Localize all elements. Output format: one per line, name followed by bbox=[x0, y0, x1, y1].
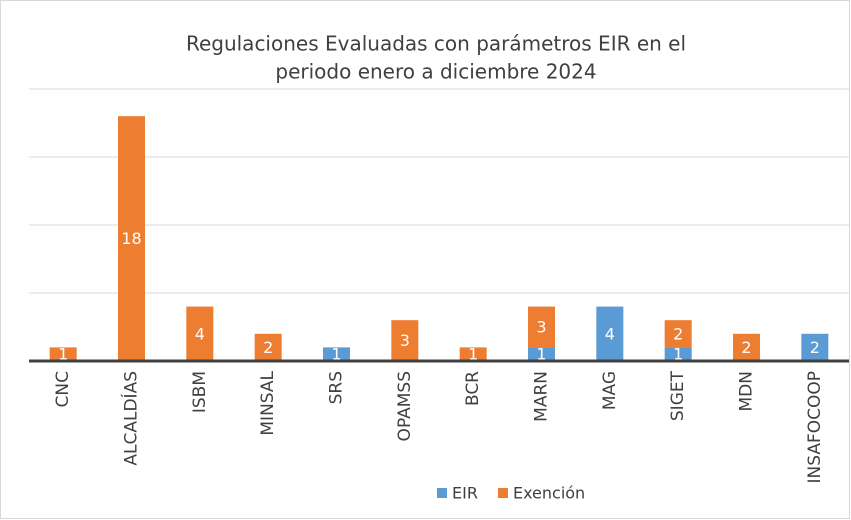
data-label: 2 bbox=[673, 324, 683, 343]
x-tick-label: INSAFOCOOP bbox=[805, 371, 825, 484]
data-label: 1 bbox=[536, 345, 546, 364]
x-tick-label: MINSAL bbox=[258, 370, 278, 435]
data-label: 2 bbox=[741, 338, 751, 357]
bar-segment bbox=[49, 347, 77, 361]
bar-segment bbox=[733, 333, 760, 361]
data-label: 2 bbox=[810, 338, 820, 357]
x-tick-label: MARN bbox=[532, 371, 552, 422]
x-tick-label: MDN bbox=[737, 371, 757, 411]
data-label: 2 bbox=[263, 338, 273, 357]
bar-segment bbox=[459, 347, 487, 361]
bar-segment bbox=[528, 306, 555, 348]
bar-segment bbox=[528, 347, 555, 361]
legend-swatch bbox=[497, 488, 508, 498]
legend-label: EIR bbox=[452, 484, 478, 503]
bar-segment bbox=[801, 333, 829, 361]
bar-segment bbox=[664, 347, 692, 361]
x-tick-label: SIGET bbox=[668, 370, 688, 421]
data-label: 1 bbox=[331, 345, 341, 364]
data-label: 4 bbox=[605, 324, 615, 343]
bar-segment bbox=[596, 306, 624, 361]
x-tick-label: BCR bbox=[463, 371, 483, 406]
chart-title: periodo enero a diciembre 2024 bbox=[275, 60, 596, 84]
bar-segment bbox=[323, 347, 350, 361]
x-tick-label: SRS bbox=[327, 371, 347, 404]
x-tick-label: MAG bbox=[600, 371, 620, 410]
bar-segment bbox=[186, 306, 214, 361]
x-tick-label: CNC bbox=[53, 371, 73, 407]
data-label: 3 bbox=[400, 331, 410, 350]
data-label: 1 bbox=[58, 345, 68, 364]
data-label: 4 bbox=[195, 324, 205, 343]
chart-title: Regulaciones Evaluadas con parámetros EI… bbox=[186, 32, 686, 56]
legend-label: Exención bbox=[513, 484, 585, 503]
x-tick-label: ISBM bbox=[190, 371, 210, 413]
bar-segment bbox=[118, 116, 145, 361]
bar-segment bbox=[664, 320, 692, 348]
x-tick-label: ALCALDÍAS bbox=[120, 371, 142, 466]
data-label: 1 bbox=[468, 345, 478, 364]
bar-segment bbox=[254, 333, 282, 361]
x-tick-label: OPAMSS bbox=[395, 371, 415, 441]
bar-segment bbox=[391, 320, 419, 361]
data-label: 1 bbox=[673, 345, 683, 364]
data-label: 3 bbox=[536, 318, 546, 337]
legend-swatch bbox=[437, 488, 447, 498]
data-label: 18 bbox=[121, 229, 141, 248]
